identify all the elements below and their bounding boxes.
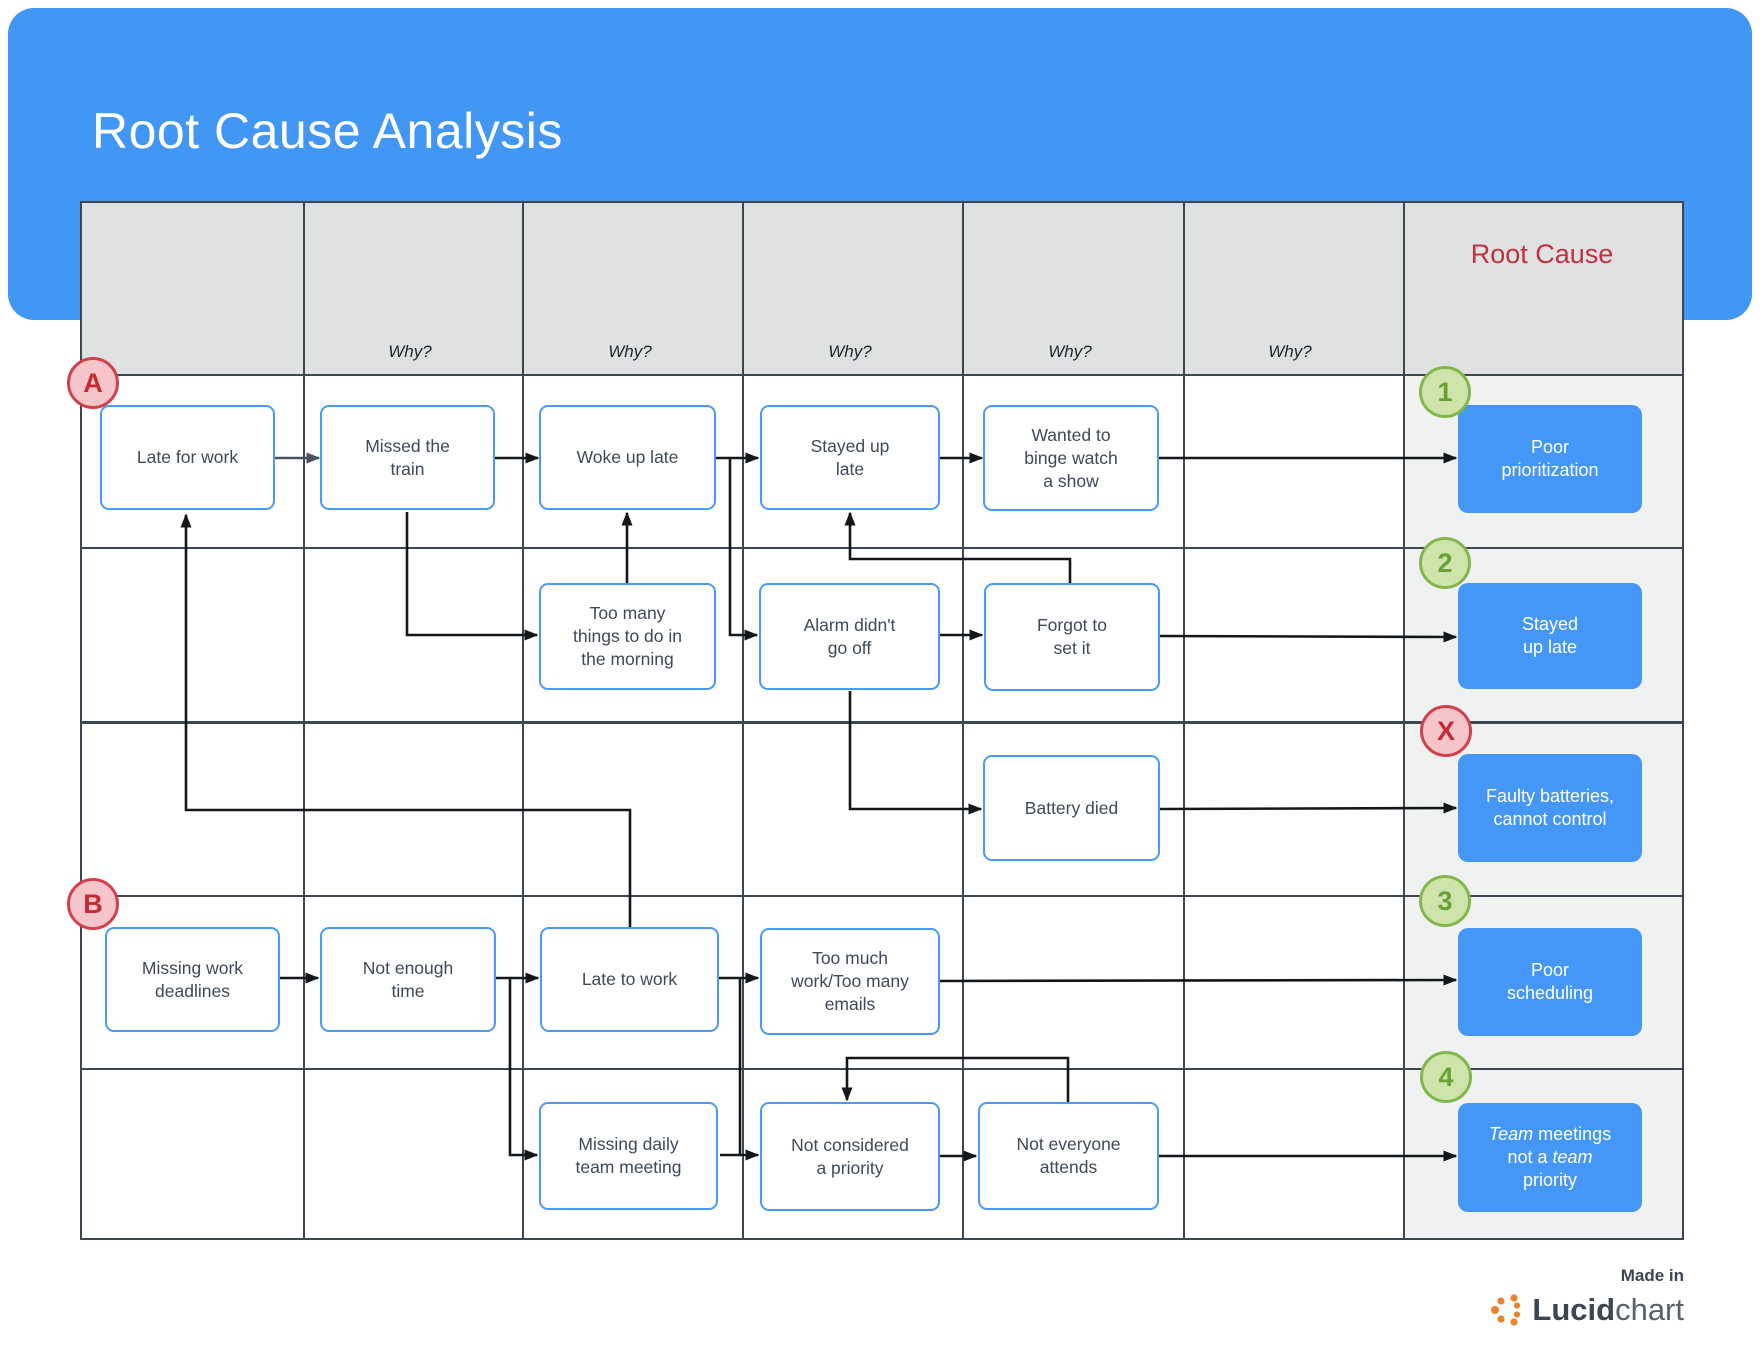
why-column-label: Why? <box>1048 342 1092 361</box>
late-for-work-node[interactable]: Late for work <box>100 405 275 510</box>
why-column-label: Why? <box>608 342 652 361</box>
wanted-to-binge-watch-node[interactable]: Wanted to binge watch a show <box>983 405 1159 511</box>
team-meetings-not-priority-node[interactable]: Team meetings not a team priority <box>1458 1103 1642 1212</box>
badge-1[interactable]: 1 <box>1419 366 1471 418</box>
column-divider <box>1403 203 1405 1238</box>
made-in-label: Made in <box>1620 1266 1684 1285</box>
forgot-to-set-it-node[interactable]: Forgot to set it <box>984 583 1160 691</box>
not-everyone-attends-node[interactable]: Not everyone attends <box>978 1102 1159 1210</box>
poor-prioritization-node[interactable]: Poor prioritization <box>1458 405 1642 513</box>
brand-light: chart <box>1615 1292 1684 1327</box>
row-divider <box>82 895 1682 897</box>
badge-b[interactable]: B <box>67 878 119 930</box>
badge-2[interactable]: 2 <box>1419 537 1471 589</box>
alarm-didnt-go-off-node[interactable]: Alarm didn't go off <box>759 583 940 690</box>
faulty-batteries-node[interactable]: Faulty batteries, cannot control <box>1458 754 1642 862</box>
missing-daily-team-meeting-node[interactable]: Missing daily team meeting <box>539 1102 718 1210</box>
column-divider <box>742 203 744 1238</box>
woke-up-late-node[interactable]: Woke up late <box>539 405 716 510</box>
why-column-label: Why? <box>1268 342 1312 361</box>
too-much-work-node[interactable]: Too much work/Too many emails <box>760 928 940 1035</box>
lucidchart-wordmark: Lucidchart <box>1532 1292 1684 1328</box>
late-to-work-node[interactable]: Late to work <box>540 927 719 1032</box>
not-enough-time-node[interactable]: Not enough time <box>320 927 496 1032</box>
missing-work-deadlines-node[interactable]: Missing work deadlines <box>105 927 280 1032</box>
table-header-row <box>82 203 1682 374</box>
root-cause-header: Root Cause <box>1470 239 1614 269</box>
why-column-label: Why? <box>388 342 432 361</box>
row-divider <box>82 374 1682 376</box>
battery-died-node[interactable]: Battery died <box>983 755 1160 861</box>
stayed-up-late-node[interactable]: Stayed up late <box>760 405 940 510</box>
why-column-label: Why? <box>828 342 872 361</box>
stayed-up-late-root-node[interactable]: Stayed up late <box>1458 583 1642 689</box>
column-divider <box>1183 203 1185 1238</box>
badge-3[interactable]: 3 <box>1419 875 1471 927</box>
badge-x[interactable]: X <box>1420 705 1472 757</box>
lucidchart-logo-icon <box>1491 1294 1521 1326</box>
badge-a[interactable]: A <box>67 357 119 409</box>
not-considered-a-priority-node[interactable]: Not considered a priority <box>760 1102 940 1211</box>
lucidchart-attribution: Made in Lucidchart <box>1490 1266 1684 1328</box>
page-title: Root Cause Analysis <box>92 103 563 159</box>
poor-scheduling-node[interactable]: Poor scheduling <box>1458 928 1642 1036</box>
brand-bold: Lucid <box>1532 1292 1616 1327</box>
badge-4[interactable]: 4 <box>1420 1051 1472 1103</box>
too-many-things-node[interactable]: Too many things to do in the morning <box>539 583 716 690</box>
missed-the-train-node[interactable]: Missed the train <box>320 405 495 510</box>
